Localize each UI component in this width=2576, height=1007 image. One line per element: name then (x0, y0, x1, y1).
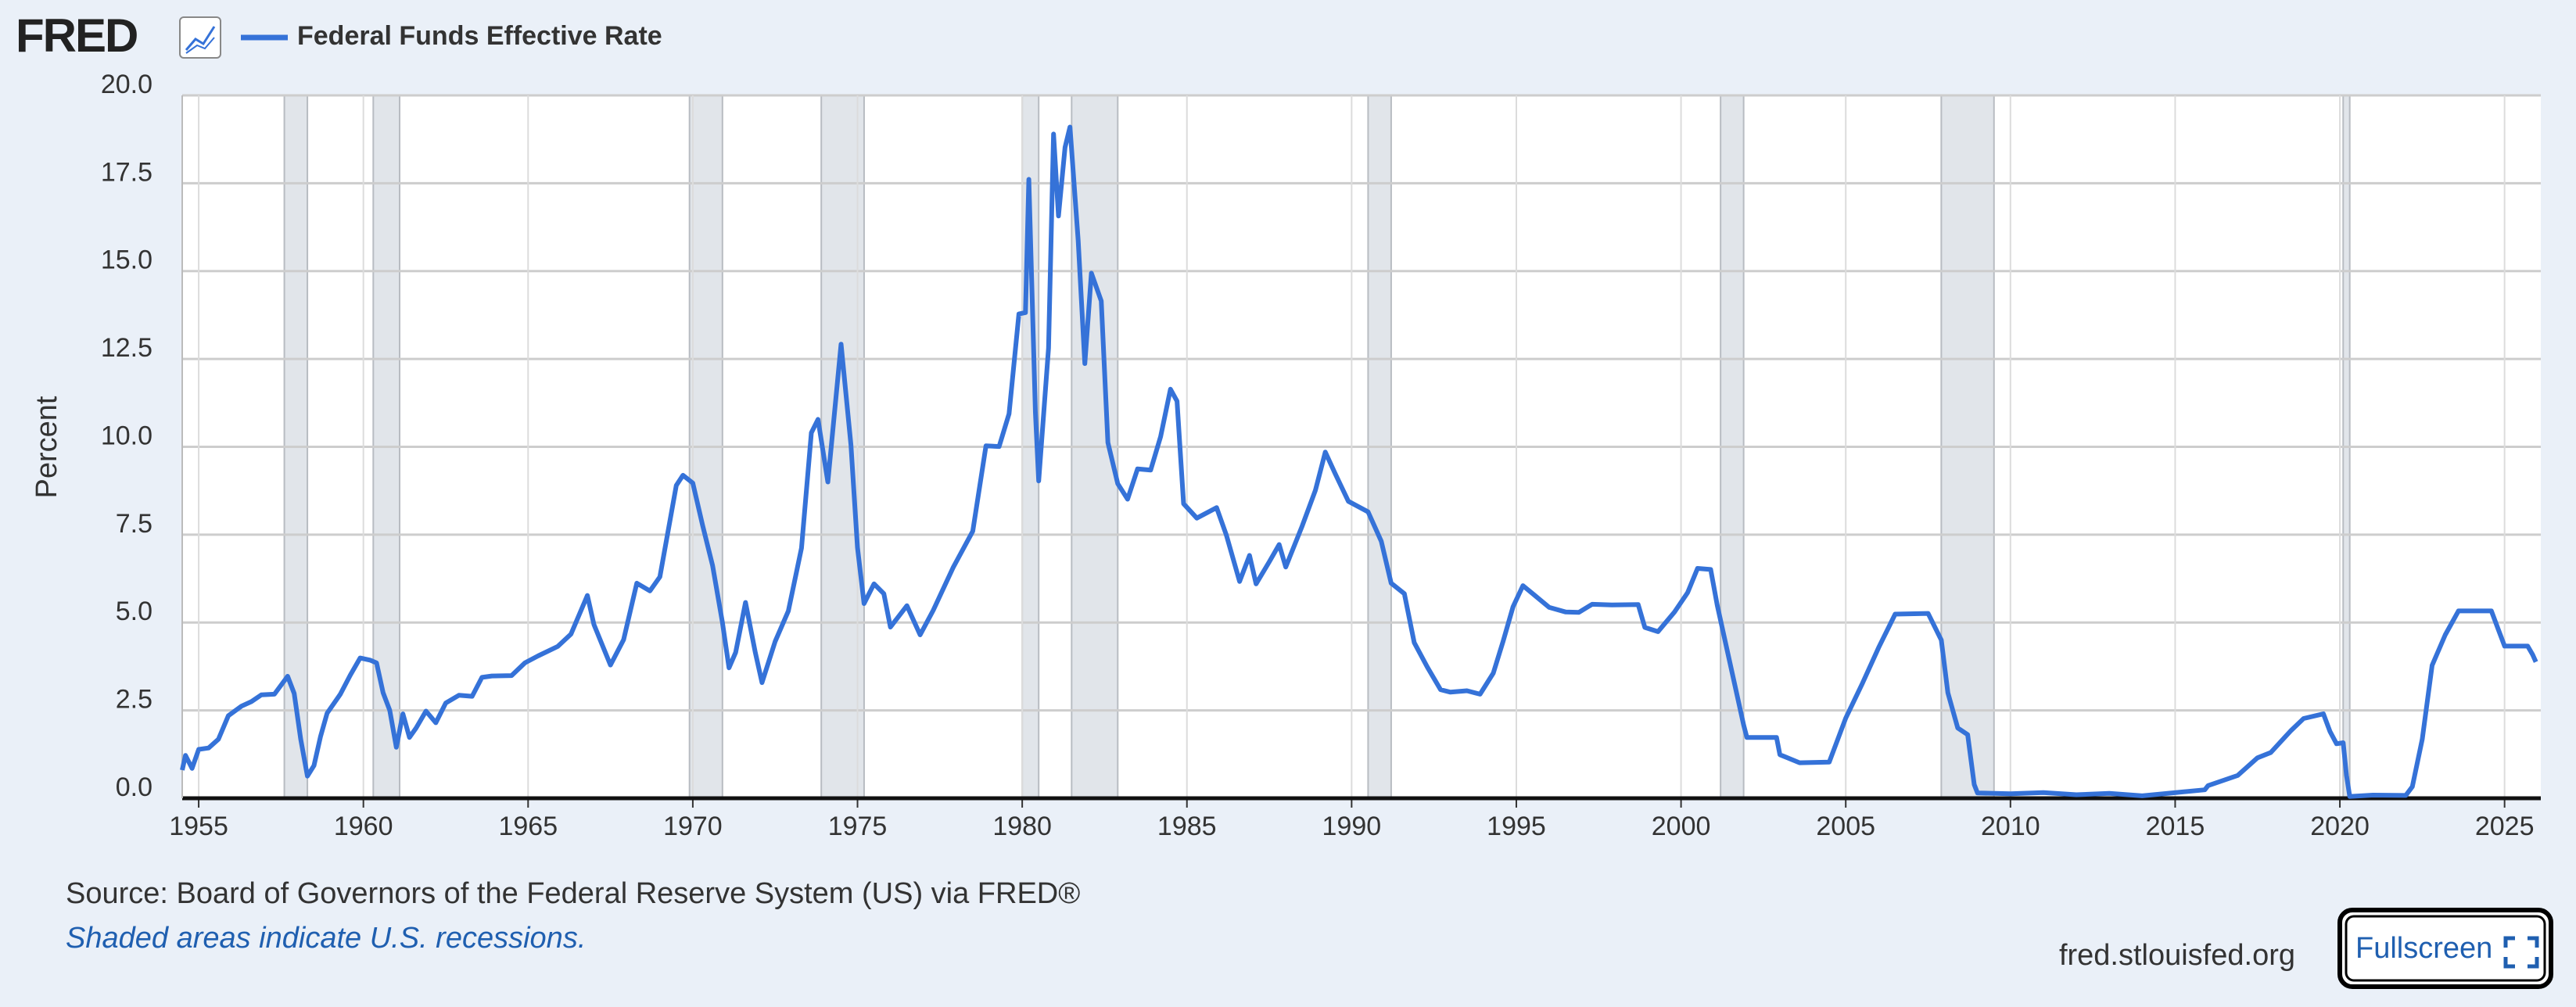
series-line (180, 124, 2538, 799)
y-tick-label: 2.5 (116, 685, 152, 715)
x-tick-label: 1975 (828, 812, 888, 841)
button-inner[interactable] (2345, 915, 2546, 982)
x-tick-label: 2025 (2475, 812, 2535, 841)
x-tick-label: 1955 (169, 812, 228, 841)
site: fred.stlouisfed.org (2059, 939, 2295, 972)
note: Shaded areas indicate U.S. recessions. (66, 922, 586, 955)
y-tick-label: 10.0 (101, 421, 152, 450)
y-axis-label: Percent (30, 396, 63, 498)
x-tick-label: 1985 (1157, 812, 1217, 841)
x-tick-label: 1990 (1322, 812, 1382, 841)
y-tick-label: 20.0 (101, 70, 152, 99)
y-tick-label: 15.0 (101, 245, 152, 275)
y-tick-label: 0.0 (116, 772, 152, 802)
fullscreen-icon[interactable] (2503, 936, 2539, 969)
x-tick-label: 1980 (992, 812, 1052, 841)
x-tick-label: 1965 (498, 812, 558, 841)
logo: FRED (16, 9, 137, 62)
x-tick-label: 1960 (334, 812, 393, 841)
y-tick-label: 17.5 (101, 157, 152, 187)
x-tick-label: 2020 (2310, 812, 2370, 841)
logo-icon (179, 16, 221, 59)
source: Source: Board of Governors of the Federa… (66, 877, 1080, 910)
x-tick-label: 2005 (1816, 812, 1875, 841)
button-label[interactable]: Fullscreen (2355, 932, 2492, 965)
x-tick-label: 2015 (2146, 812, 2205, 841)
y-tick-label: 5.0 (116, 597, 152, 626)
fullscreen-button[interactable]: Fullscreen (2337, 908, 2553, 989)
x-tick-label: 2000 (1652, 812, 1711, 841)
x-tick-label: 1995 (1487, 812, 1546, 841)
y-tick-label: 12.5 (101, 333, 152, 363)
x-tick-label: 1970 (663, 812, 723, 841)
legend-label: Federal Funds Effective Rate (297, 21, 662, 51)
x-tick-label: 2010 (1981, 812, 2040, 841)
y-tick-label: 7.5 (116, 509, 152, 539)
